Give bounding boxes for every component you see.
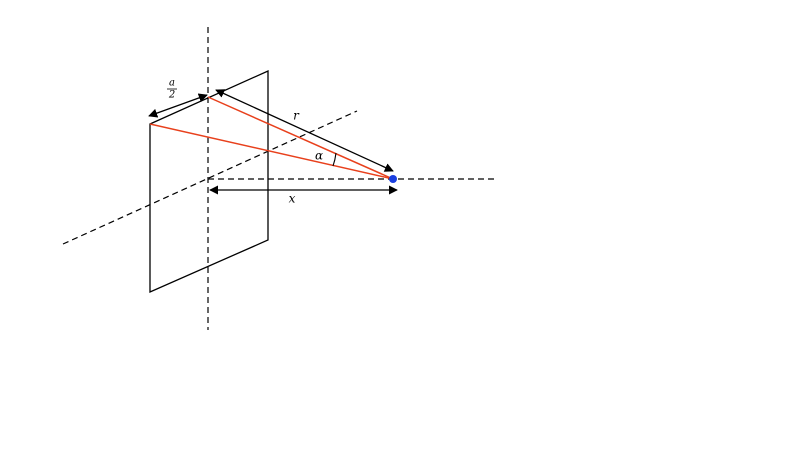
- red-ray-center: [207, 96, 394, 180]
- red-ray-edge: [149, 123, 394, 180]
- diagonal-axis: [62, 110, 358, 245]
- x-label: x: [289, 192, 296, 206]
- half-a-arrow: [148, 93, 208, 118]
- r-label: r: [293, 109, 300, 123]
- point: [389, 175, 397, 183]
- plate: [149, 69, 269, 293]
- alpha-label: α: [315, 149, 323, 163]
- r-arrow: [215, 89, 394, 172]
- angle-arc: [332, 152, 337, 167]
- fraction-denominator: 2: [168, 90, 175, 101]
- fraction-numerator: a: [169, 78, 175, 89]
